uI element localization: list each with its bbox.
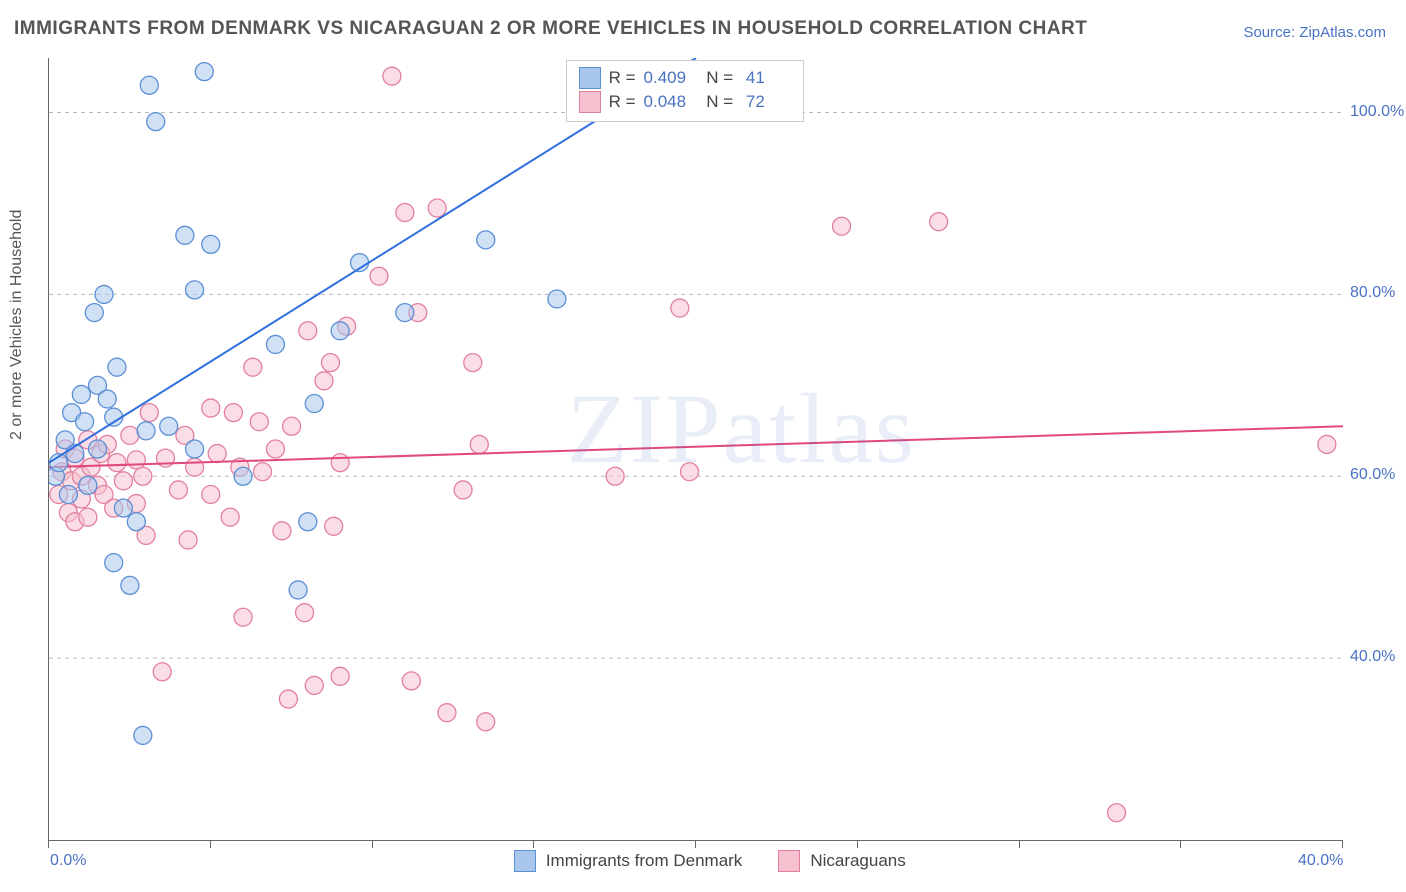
- correlation-legend-box: R = 0.409 N = 41 R = 0.048 N = 72: [566, 60, 805, 122]
- x-tick-mark: [1019, 840, 1020, 848]
- legend-n-value: 72: [741, 92, 791, 112]
- legend-r-label: R =: [609, 92, 636, 112]
- legend-swatch: [778, 850, 800, 872]
- x-tick-mark: [1342, 840, 1343, 848]
- x-tick-label: 0.0%: [50, 852, 86, 870]
- source-attribution: Source: ZipAtlas.com: [1243, 24, 1386, 41]
- x-tick-mark: [857, 840, 858, 848]
- legend-n-label: N =: [702, 68, 734, 88]
- legend-item-label: Immigrants from Denmark: [546, 851, 742, 871]
- legend-item: Nicaraguans: [778, 850, 905, 872]
- y-tick-label: 40.0%: [1350, 648, 1395, 666]
- legend-item-label: Nicaraguans: [810, 851, 905, 871]
- x-tick-mark: [372, 840, 373, 848]
- legend-swatch: [514, 850, 536, 872]
- y-tick-label: 80.0%: [1350, 284, 1395, 302]
- y-tick-label: 100.0%: [1350, 103, 1404, 121]
- series-legend: Immigrants from Denmark Nicaraguans: [514, 850, 906, 872]
- legend-r-value: 0.409: [644, 68, 694, 88]
- x-tick-mark: [1180, 840, 1181, 848]
- x-tick-mark: [533, 840, 534, 848]
- legend-item: Immigrants from Denmark: [514, 850, 742, 872]
- legend-swatch: [579, 67, 601, 89]
- legend-r-value: 0.048: [644, 92, 694, 112]
- y-tick-label: 60.0%: [1350, 466, 1395, 484]
- legend-n-value: 41: [741, 68, 791, 88]
- plot-svg: [49, 58, 1343, 840]
- y-axis-label: 2 or more Vehicles in Household: [8, 210, 26, 440]
- legend-n-label: N =: [702, 92, 734, 112]
- x-tick-mark: [48, 840, 49, 848]
- x-tick-mark: [210, 840, 211, 848]
- legend-r-label: R =: [609, 68, 636, 88]
- x-tick-mark: [695, 840, 696, 848]
- scatter-plot-area: ZIPatlas: [48, 58, 1343, 841]
- legend-row: R = 0.048 N = 72: [579, 91, 792, 113]
- legend-row: R = 0.409 N = 41: [579, 67, 792, 89]
- x-tick-label: 40.0%: [1298, 852, 1343, 870]
- legend-swatch: [579, 91, 601, 113]
- chart-title: IMMIGRANTS FROM DENMARK VS NICARAGUAN 2 …: [14, 18, 1087, 40]
